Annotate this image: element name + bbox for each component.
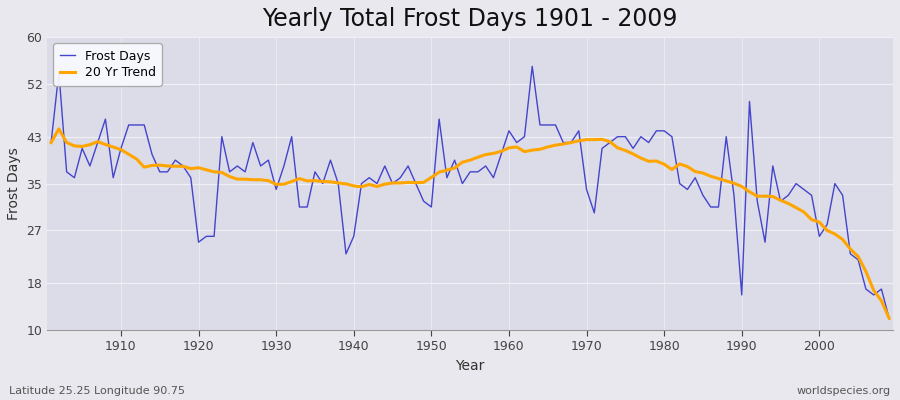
Frost Days [503,128,514,133]
20 Yr Trend [511,144,522,149]
20 Yr Trend [286,179,297,184]
20 Yr Trend [333,180,344,185]
Line: Frost Days: Frost Days [51,66,889,318]
Frost Days [108,175,119,180]
Y-axis label: Frost Days: Frost Days [7,147,21,220]
20 Yr Trend [503,146,514,150]
Text: Latitude 25.25 Longitude 90.75: Latitude 25.25 Longitude 90.75 [9,386,185,396]
Legend: Frost Days, 20 Yr Trend: Frost Days, 20 Yr Trend [53,43,162,86]
Frost Days [278,164,289,168]
Frost Days [496,152,507,157]
Text: worldspecies.org: worldspecies.org [796,386,891,396]
Frost Days [325,158,336,162]
20 Yr Trend [605,139,616,144]
Frost Days [605,140,616,145]
Line: 20 Yr Trend: 20 Yr Trend [51,129,889,318]
Title: Yearly Total Frost Days 1901 - 2009: Yearly Total Frost Days 1901 - 2009 [263,7,678,31]
X-axis label: Year: Year [455,359,485,373]
Frost Days [884,316,895,321]
Frost Days [46,140,57,145]
20 Yr Trend [115,147,126,152]
20 Yr Trend [46,140,57,145]
20 Yr Trend [884,316,895,321]
Frost Days [526,64,537,69]
20 Yr Trend [53,126,64,131]
